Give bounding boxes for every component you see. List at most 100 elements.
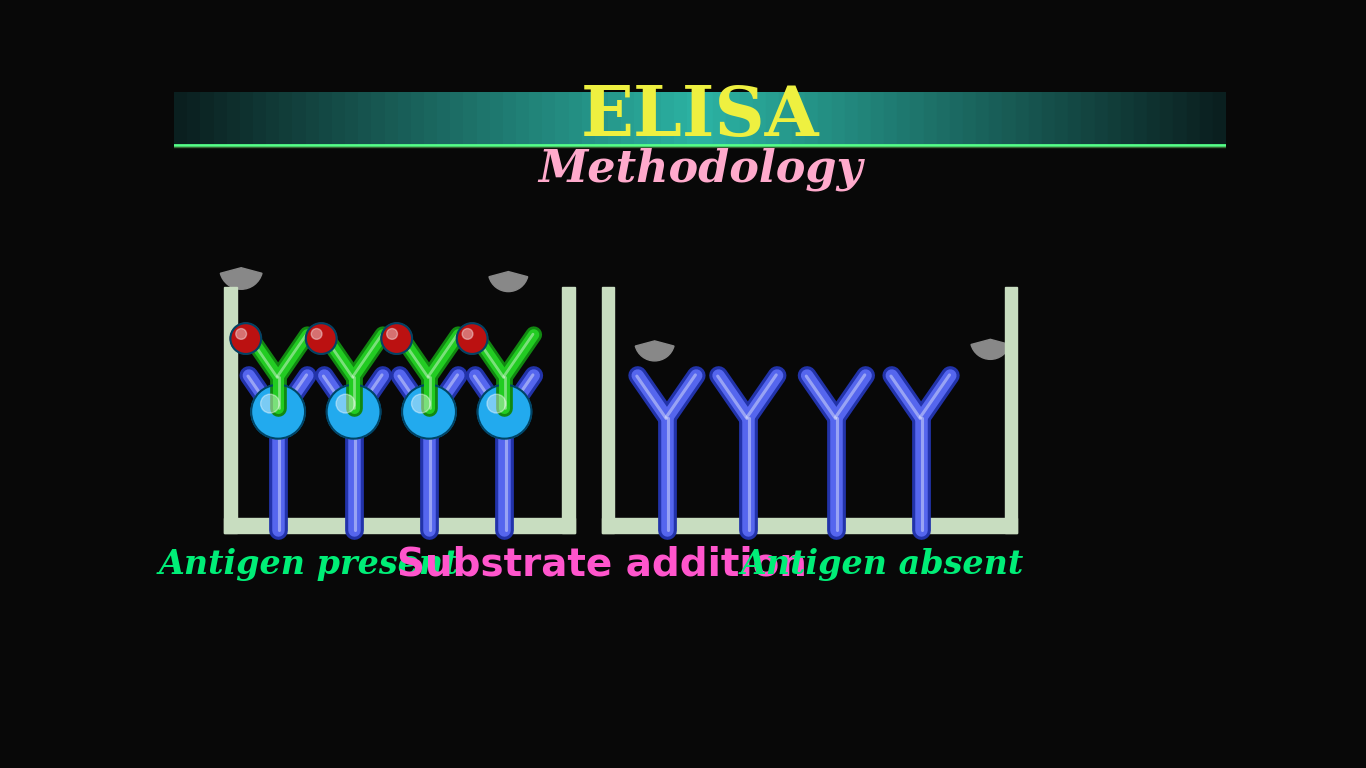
Text: ELISA: ELISA (581, 83, 820, 151)
Circle shape (456, 323, 488, 354)
Circle shape (387, 329, 398, 339)
Wedge shape (635, 341, 673, 361)
Bar (1121, 92, 1135, 144)
Bar (1029, 92, 1042, 144)
Bar (437, 92, 451, 144)
Circle shape (251, 385, 305, 439)
Bar (423, 92, 438, 144)
Bar (897, 92, 911, 144)
Bar (224, 518, 575, 533)
Bar (792, 92, 806, 144)
Bar (477, 92, 490, 144)
Bar (818, 92, 832, 144)
Bar (727, 92, 740, 144)
Text: Antigen present: Antigen present (158, 548, 459, 581)
Bar (175, 92, 189, 144)
Circle shape (336, 394, 355, 413)
Bar (844, 92, 859, 144)
Circle shape (478, 385, 531, 439)
Bar (832, 92, 846, 144)
Bar (937, 92, 951, 144)
Bar (1147, 92, 1161, 144)
Bar (306, 92, 320, 144)
Bar (661, 92, 675, 144)
Circle shape (486, 394, 505, 413)
Circle shape (306, 323, 336, 354)
Bar (451, 92, 464, 144)
Bar (201, 92, 214, 144)
Bar (568, 92, 582, 144)
Bar (1160, 92, 1175, 144)
Bar (224, 287, 236, 533)
Bar (687, 92, 701, 144)
Text: Methodology: Methodology (538, 147, 862, 191)
Bar (647, 92, 661, 144)
Circle shape (231, 323, 261, 354)
Bar (858, 92, 872, 144)
Bar (187, 92, 201, 144)
Bar (503, 92, 516, 144)
Bar (601, 287, 613, 533)
Bar (1173, 92, 1187, 144)
Bar (739, 92, 754, 144)
Bar (806, 92, 820, 144)
Circle shape (311, 329, 322, 339)
Bar (949, 92, 964, 144)
Bar (240, 92, 254, 144)
Circle shape (326, 385, 381, 439)
Wedge shape (220, 268, 262, 290)
Bar (292, 92, 306, 144)
Bar (398, 92, 411, 144)
Bar (1042, 92, 1056, 144)
Bar (634, 92, 649, 144)
Bar (318, 92, 333, 144)
Bar (582, 92, 596, 144)
Wedge shape (971, 339, 1009, 359)
Bar (279, 92, 294, 144)
Bar (1108, 92, 1121, 144)
Bar (1187, 92, 1201, 144)
Bar (1199, 92, 1213, 144)
Bar (411, 92, 425, 144)
Bar (779, 92, 792, 144)
Bar (529, 92, 544, 144)
Bar (563, 287, 575, 533)
Bar (385, 92, 399, 144)
Bar (213, 92, 228, 144)
Circle shape (381, 323, 413, 354)
Bar (490, 92, 504, 144)
Bar (542, 92, 556, 144)
Bar (1068, 92, 1082, 144)
Circle shape (462, 329, 473, 339)
Bar (332, 92, 346, 144)
Bar (884, 92, 897, 144)
Bar (872, 92, 885, 144)
Bar (1082, 92, 1096, 144)
Bar (266, 92, 280, 144)
Bar (713, 92, 727, 144)
Bar (923, 92, 937, 144)
Bar (346, 92, 359, 144)
Bar (766, 92, 780, 144)
Bar (989, 92, 1003, 144)
Bar (1003, 92, 1016, 144)
Bar (699, 92, 714, 144)
Bar (608, 92, 622, 144)
Bar (596, 92, 609, 144)
Bar (253, 92, 266, 144)
Bar (372, 92, 385, 144)
Circle shape (411, 394, 430, 413)
Bar (910, 92, 925, 144)
Bar (601, 518, 1018, 533)
Bar (358, 92, 372, 144)
Bar (227, 92, 240, 144)
Bar (516, 92, 530, 144)
Circle shape (236, 329, 246, 339)
Circle shape (261, 394, 280, 413)
Bar (753, 92, 766, 144)
Bar (963, 92, 977, 144)
Bar (1213, 92, 1227, 144)
Bar (1055, 92, 1070, 144)
Bar (622, 92, 635, 144)
Bar (1016, 92, 1030, 144)
